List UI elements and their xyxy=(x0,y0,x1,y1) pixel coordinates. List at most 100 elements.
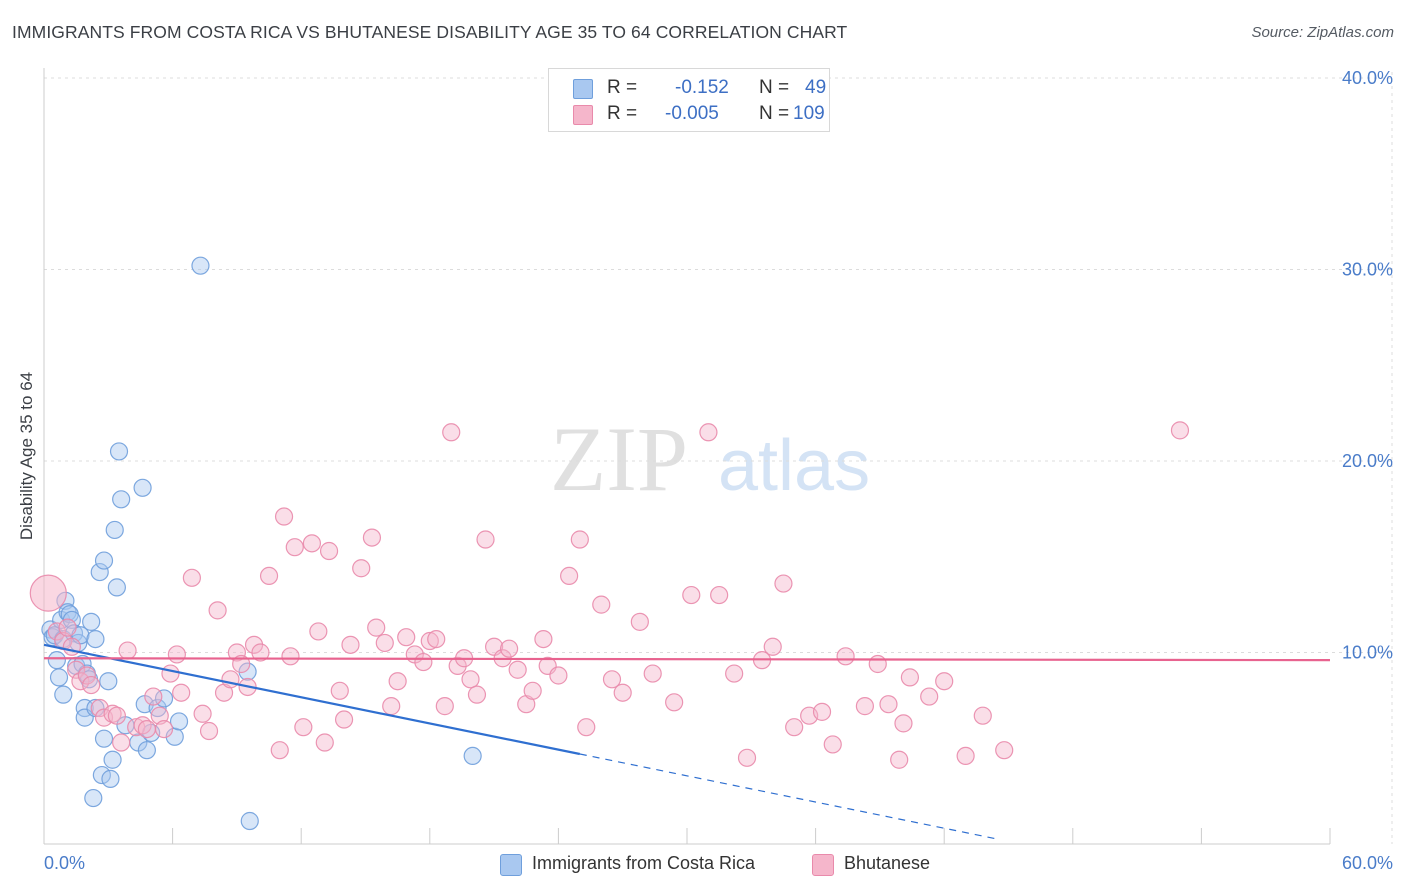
bhutanese-point xyxy=(144,687,163,706)
bhutanese-point xyxy=(823,735,842,754)
bhutanese-point xyxy=(855,697,874,716)
n-label: N = xyxy=(759,103,790,124)
r-label: R = xyxy=(607,77,638,98)
costa-rica-trend-line xyxy=(43,643,581,756)
costa-rica-point xyxy=(463,746,482,766)
y-tick-label: 30.0% xyxy=(1342,260,1393,280)
bhutanese-point xyxy=(630,612,649,631)
costa-rica-point xyxy=(133,478,152,497)
bhutanese-point xyxy=(150,706,169,725)
bhutanese-point xyxy=(920,687,939,706)
costa-rica-point xyxy=(105,520,124,540)
costa-rica-point xyxy=(92,765,111,785)
bhutanese-point xyxy=(259,566,279,586)
bhutanese-point xyxy=(137,719,156,739)
y-tick-label: 10.0% xyxy=(1342,643,1393,663)
bhutanese-point xyxy=(592,595,611,614)
bhutanese-point xyxy=(352,559,371,578)
bhutanese-point xyxy=(420,631,439,651)
bhutanese-point xyxy=(67,660,86,679)
bhutanese-point xyxy=(549,666,568,685)
bhutanese-point xyxy=(118,641,137,660)
bhutanese-point xyxy=(82,675,101,695)
axes xyxy=(43,68,1331,845)
watermark: ZIP atlas xyxy=(550,408,870,510)
bhutanese-point xyxy=(508,660,527,679)
costa-rica-swatch xyxy=(573,79,593,99)
bhutanese-point xyxy=(890,750,909,769)
bhutanese-point xyxy=(868,654,887,674)
bhutanese-point xyxy=(577,718,596,737)
costa-rica-point xyxy=(47,651,66,670)
bhutanese-point xyxy=(973,706,992,725)
bhutanese-point xyxy=(221,670,240,689)
bhutanese-point xyxy=(154,719,174,739)
bhutanese-point xyxy=(476,530,495,549)
bhutanese-point xyxy=(699,423,718,442)
bhutanese-point xyxy=(534,629,553,649)
costa-rica-point xyxy=(84,788,103,808)
costa-rica-point xyxy=(107,578,126,597)
bhutanese-point xyxy=(309,622,328,641)
bhutanese-point xyxy=(737,748,757,767)
bhutanese-point xyxy=(665,693,684,712)
costa-rica-point xyxy=(240,811,259,831)
bhutanese-point xyxy=(281,647,300,666)
bhutanese-point xyxy=(367,618,386,637)
x-tick-label: 60.0% xyxy=(1342,853,1393,873)
watermark-atlas: atlas xyxy=(718,426,870,506)
bhutanese-point xyxy=(375,633,394,653)
bhutanese-point xyxy=(467,685,487,704)
bhutanese-point xyxy=(315,733,334,752)
costa-rica-point xyxy=(75,698,94,718)
costa-rica-point xyxy=(191,256,210,275)
stats-box: R = -0.152 N = 49 R = -0.005 N = 109 xyxy=(548,68,830,132)
bhutanese-point xyxy=(442,423,461,442)
bhutanese-point xyxy=(894,714,913,733)
bhutanese-point xyxy=(112,733,131,752)
n-value: 49 xyxy=(805,77,827,98)
bhutanese-point xyxy=(414,652,433,672)
costa-rica-point xyxy=(82,612,101,631)
bhutanese-point xyxy=(560,566,579,586)
bhutanese-point xyxy=(602,670,622,689)
bhutanese-point xyxy=(161,664,180,683)
bhutanese-point xyxy=(774,574,793,593)
costa-rica-point xyxy=(169,712,189,731)
bhutanese-point xyxy=(362,528,382,547)
bhutanese-point xyxy=(227,643,246,662)
costa-rica-point xyxy=(101,769,120,788)
costa-rica-point xyxy=(99,672,118,691)
n-value: 109 xyxy=(793,103,825,124)
bhutanese-point xyxy=(397,628,416,647)
r-label: R = xyxy=(607,103,638,124)
trend-lines xyxy=(43,643,1331,840)
tick-labels: 10.0% 20.0% 30.0% 40.0% 0.0% 60.0% xyxy=(44,68,1393,873)
bhutanese-point xyxy=(285,538,304,557)
bhutanese-point xyxy=(523,681,542,700)
bhutanese-point xyxy=(274,507,294,526)
bhutanese-point xyxy=(58,618,77,637)
bhutanese-point xyxy=(1170,421,1190,440)
bhutanese-point xyxy=(935,672,954,691)
bhutanese-point xyxy=(388,672,407,691)
bhutanese-point xyxy=(334,710,354,729)
bhutanese-point xyxy=(29,574,67,612)
bhutanese-point xyxy=(77,666,96,685)
r-value: -0.152 xyxy=(675,77,729,98)
bhutanese-point xyxy=(382,697,401,716)
bhutanese-point xyxy=(461,670,480,689)
bhutanese-point xyxy=(330,681,349,700)
watermark-zip: ZIP xyxy=(550,408,688,510)
bhutanese-point xyxy=(319,541,339,561)
costa-rica-point xyxy=(86,629,105,649)
legend-label: Bhutanese xyxy=(844,853,931,873)
bhutanese-point xyxy=(682,585,701,605)
bhutanese-point xyxy=(500,639,519,658)
r-value: -0.005 xyxy=(665,103,719,124)
costa-rica-point xyxy=(94,729,114,748)
bhutanese-point xyxy=(193,704,212,723)
bhutanese-point xyxy=(785,718,804,737)
bhutanese-point xyxy=(427,629,446,649)
